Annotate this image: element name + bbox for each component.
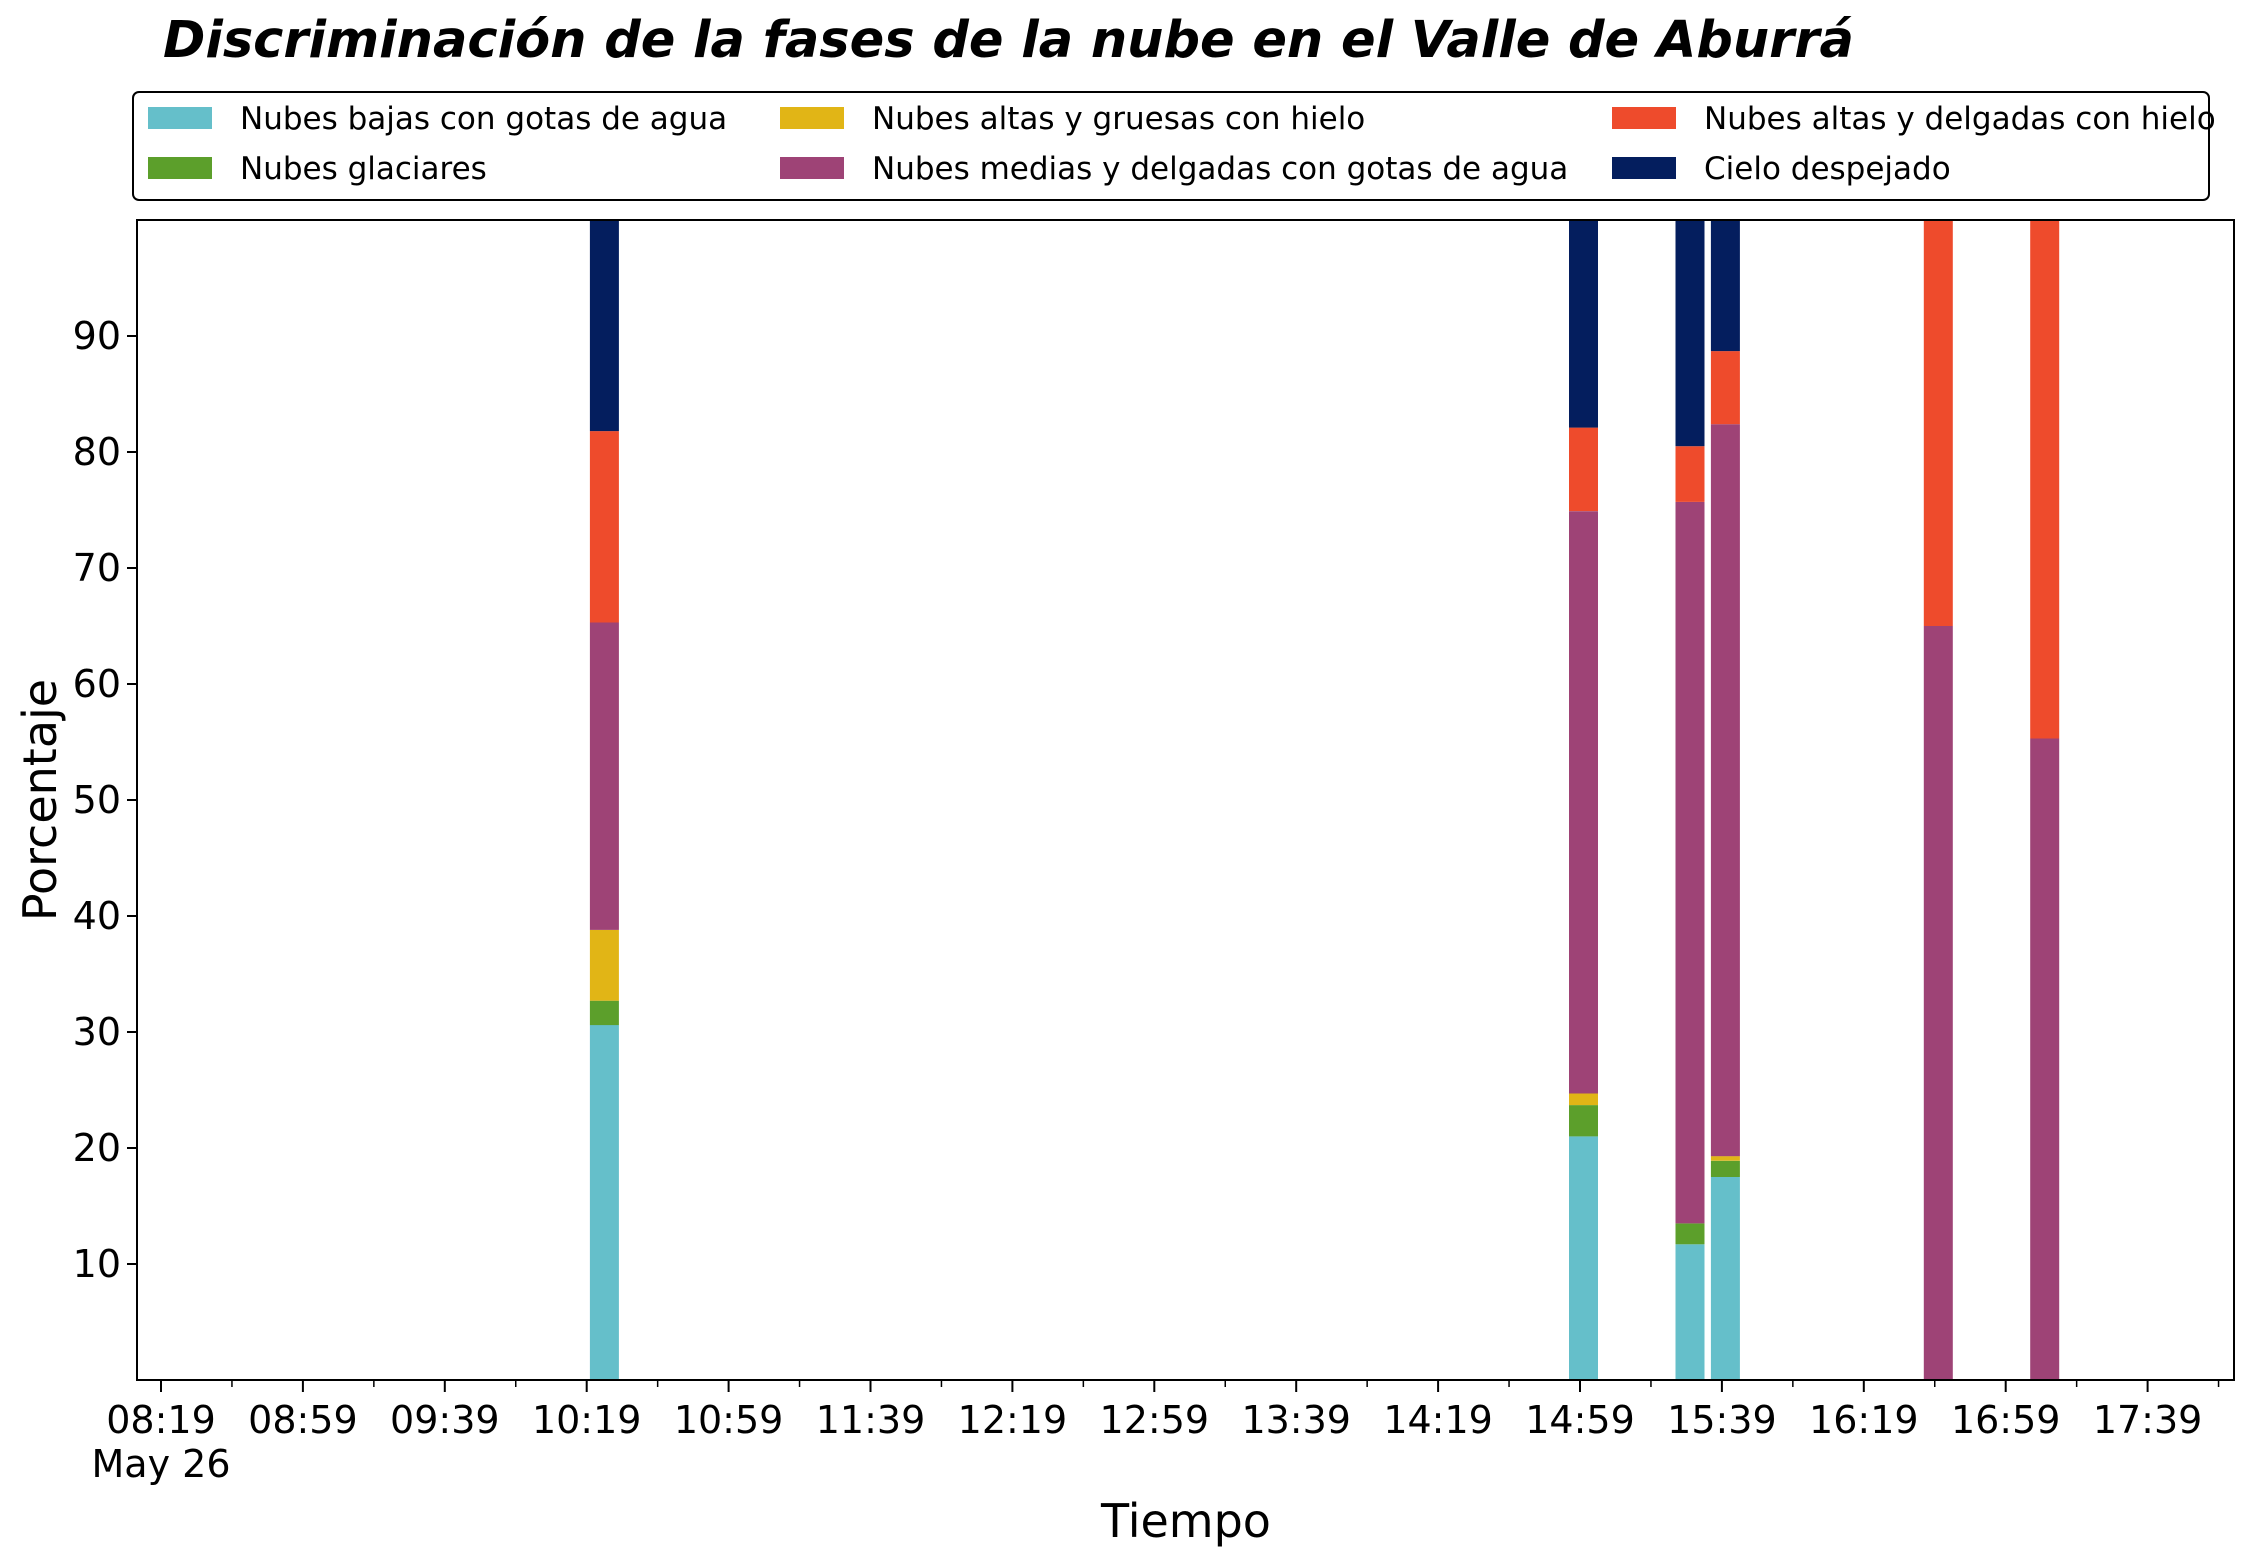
legend-label-1: Nubes bajas con gotas de agua (240, 101, 727, 137)
legend: Nubes bajas con gotas de agua Nubes glaci… (132, 91, 2216, 201)
y-tick-label-60: 60 (73, 662, 121, 706)
x-tick-label-1739: 17:39 (2093, 1398, 2203, 1442)
bar-segment-4-at-1024 (589, 622, 619, 930)
bar-segment-5-at-1024 (589, 431, 619, 623)
bar-segment-1-at-1540 (1710, 1177, 1740, 1380)
legend-label-4: Nubes medias y delgadas con gotas de agu… (872, 151, 1568, 187)
x-tick-label-1339: 13:39 (1241, 1398, 1351, 1442)
x-axis-label: Tiempo (1100, 1494, 1271, 1548)
bar-segment-5-at-1640 (1923, 220, 1953, 626)
bar-segment-6-at-1500 (1569, 220, 1598, 428)
bar-segment-3-at-1500 (1569, 1093, 1598, 1106)
x-tick-label-0939: 09:39 (390, 1398, 500, 1442)
bar-segment-6-at-1530 (1675, 220, 1705, 447)
bar-segment-4-at-1640 (1923, 626, 1953, 1380)
bar-segment-2-at-1540 (1710, 1160, 1740, 1177)
bar-segment-6-at-1540 (1710, 220, 1740, 352)
x-tick-label-1659: 16:59 (1951, 1398, 2061, 1442)
legend-swatch-1 (148, 107, 212, 129)
bar-segment-6-at-1024 (589, 220, 619, 432)
x-tick-label-1219: 12:19 (958, 1398, 1068, 1442)
y-tick-label-50: 50 (73, 778, 121, 822)
legend-swatch-2 (148, 157, 212, 179)
bar-segment-1-at-1530 (1675, 1244, 1705, 1380)
y-tick-label-80: 80 (73, 430, 121, 474)
y-axis-label: Porcentaje (13, 679, 67, 921)
chart-title: Discriminación de la fases de la nube en… (163, 11, 1854, 70)
bar-segment-3-at-1540 (1710, 1156, 1740, 1161)
legend-swatch-3 (780, 107, 844, 129)
y-tick-label-20: 20 (73, 1126, 121, 1170)
bar-segment-2-at-1500 (1569, 1105, 1598, 1137)
y-tick-label-10: 10 (73, 1242, 121, 1286)
x-tick-label-1019: 10:19 (532, 1398, 642, 1442)
y-tick-label-90: 90 (73, 314, 121, 358)
plot-frame (136, 219, 2235, 1381)
legend-frame (132, 91, 2210, 201)
bar-segment-2-at-1024 (589, 1000, 619, 1026)
legend-label-3: Nubes altas y gruesas con hielo (872, 101, 1365, 137)
x-tick-label-1619: 16:19 (1809, 1398, 1919, 1442)
y-tick-label-70: 70 (73, 546, 121, 590)
x-tick-label-1059: 10:59 (674, 1398, 784, 1442)
legend-label-6: Cielo despejado (1704, 151, 1951, 187)
bar-segment-4-at-1710 (2030, 738, 2060, 1380)
y-tick-label-40: 40 (73, 894, 121, 938)
y-axis: 10 20 30 40 50 60 70 80 90 (73, 314, 137, 1286)
legend-swatch-4 (780, 157, 844, 179)
legend-swatch-6 (1612, 157, 1676, 179)
bar-segment-1-at-1500 (1569, 1136, 1598, 1380)
bar-segment-4-at-1500 (1569, 511, 1598, 1094)
bar-segment-5-at-1530 (1675, 446, 1705, 502)
bar-segment-5-at-1540 (1710, 351, 1740, 425)
x-tick-label-1259: 12:59 (1100, 1398, 1210, 1442)
legend-label-2: Nubes glaciares (240, 151, 487, 187)
bar-segment-1-at-1024 (589, 1025, 619, 1380)
bar-segment-4-at-1530 (1675, 501, 1705, 1224)
legend-swatch-5 (1612, 107, 1676, 129)
bar-segment-4-at-1540 (1710, 424, 1740, 1157)
x-tick-label-1139: 11:39 (816, 1398, 926, 1442)
x-tick-label-0859: 08:59 (248, 1398, 358, 1442)
bar-segment-5-at-1710 (2030, 220, 2060, 739)
x-axis: 08:19 08:59 09:39 10:19 10:59 11:39 12:19 12:59… (106, 1380, 2220, 1442)
x-date-label: May 26 (92, 1442, 231, 1486)
bars (589, 220, 2060, 1380)
x-tick-label-1419: 14:19 (1383, 1398, 1493, 1442)
x-tick-label-0819: 08:19 (106, 1398, 216, 1442)
y-tick-label-30: 30 (73, 1010, 121, 1054)
bar-segment-3-at-1024 (589, 929, 619, 1001)
x-tick-label-1539: 15:39 (1667, 1398, 1777, 1442)
bar-segment-5-at-1500 (1569, 427, 1598, 512)
x-tick-label-1459: 14:59 (1525, 1398, 1635, 1442)
legend-label-5: Nubes altas y delgadas con hielo (1704, 101, 2216, 137)
bar-segment-2-at-1530 (1675, 1223, 1705, 1245)
